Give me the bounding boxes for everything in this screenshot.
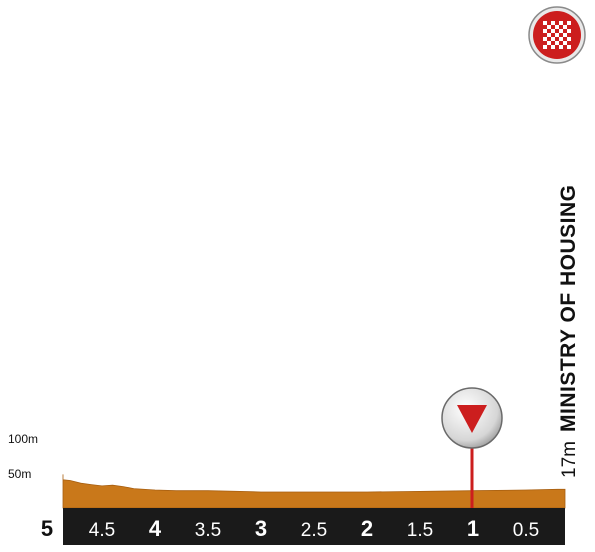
y-tick-label: 100m <box>8 432 38 446</box>
triangle-down-icon <box>457 405 487 433</box>
checker-cell <box>567 45 571 49</box>
distance-tick-label: 2 <box>361 516 373 541</box>
checker-cell <box>551 29 555 33</box>
checker-cell <box>555 25 559 29</box>
elevation-fill <box>62 474 566 509</box>
checker-cell <box>543 45 547 49</box>
checker-cell <box>543 29 547 33</box>
checker-cell <box>551 21 555 25</box>
distance-tick-label: 4.5 <box>89 520 115 541</box>
distance-tick-labels: 5 4.5 4 3.5 3 2.5 2 1.5 1 0.5 <box>41 516 539 541</box>
distance-tick-label: 5 <box>41 516 53 541</box>
axis-bar-background <box>63 508 565 545</box>
distance-tick-label: 1.5 <box>407 520 433 541</box>
distance-tick-label: 4 <box>149 516 162 541</box>
checker-cell <box>563 33 567 37</box>
checker-cell <box>563 25 567 29</box>
checker-cell <box>567 37 571 41</box>
finish-elevation-label: 17m <box>559 441 580 478</box>
checker-cell <box>547 41 551 45</box>
checkered-flag-icon <box>528 6 586 64</box>
distance-axis-bar <box>63 508 565 545</box>
checker-cell <box>543 21 547 25</box>
distance-tick-label: 3.5 <box>195 520 221 541</box>
checker-cell <box>551 45 555 49</box>
checker-cell <box>547 33 551 37</box>
distance-tick-label: 0.5 <box>513 520 539 541</box>
finish-marker: MINISTRY OF HOUSING 17m <box>528 6 586 478</box>
checker-cell <box>559 21 563 25</box>
elevation-area <box>62 474 566 509</box>
checker-cell <box>563 41 567 45</box>
checker-cell <box>555 33 559 37</box>
distance-tick-label: 1 <box>467 516 479 541</box>
checker-cell <box>567 29 571 33</box>
checker-cell <box>547 25 551 29</box>
checker-cell <box>551 37 555 41</box>
checker-cell <box>559 29 563 33</box>
checker-cell <box>559 37 563 41</box>
checker-cell <box>555 41 559 45</box>
flamme-rouge-marker <box>441 387 503 508</box>
distance-tick-label: 3 <box>255 516 267 541</box>
checker-cell <box>543 37 547 41</box>
y-axis-labels: 100m 50m <box>8 432 38 481</box>
checker-cell <box>559 45 563 49</box>
distance-tick-label: 2.5 <box>301 520 327 541</box>
finish-name-label: MINISTRY OF HOUSING <box>557 184 580 432</box>
checker-cell <box>567 21 571 25</box>
y-tick-label: 50m <box>8 467 31 481</box>
